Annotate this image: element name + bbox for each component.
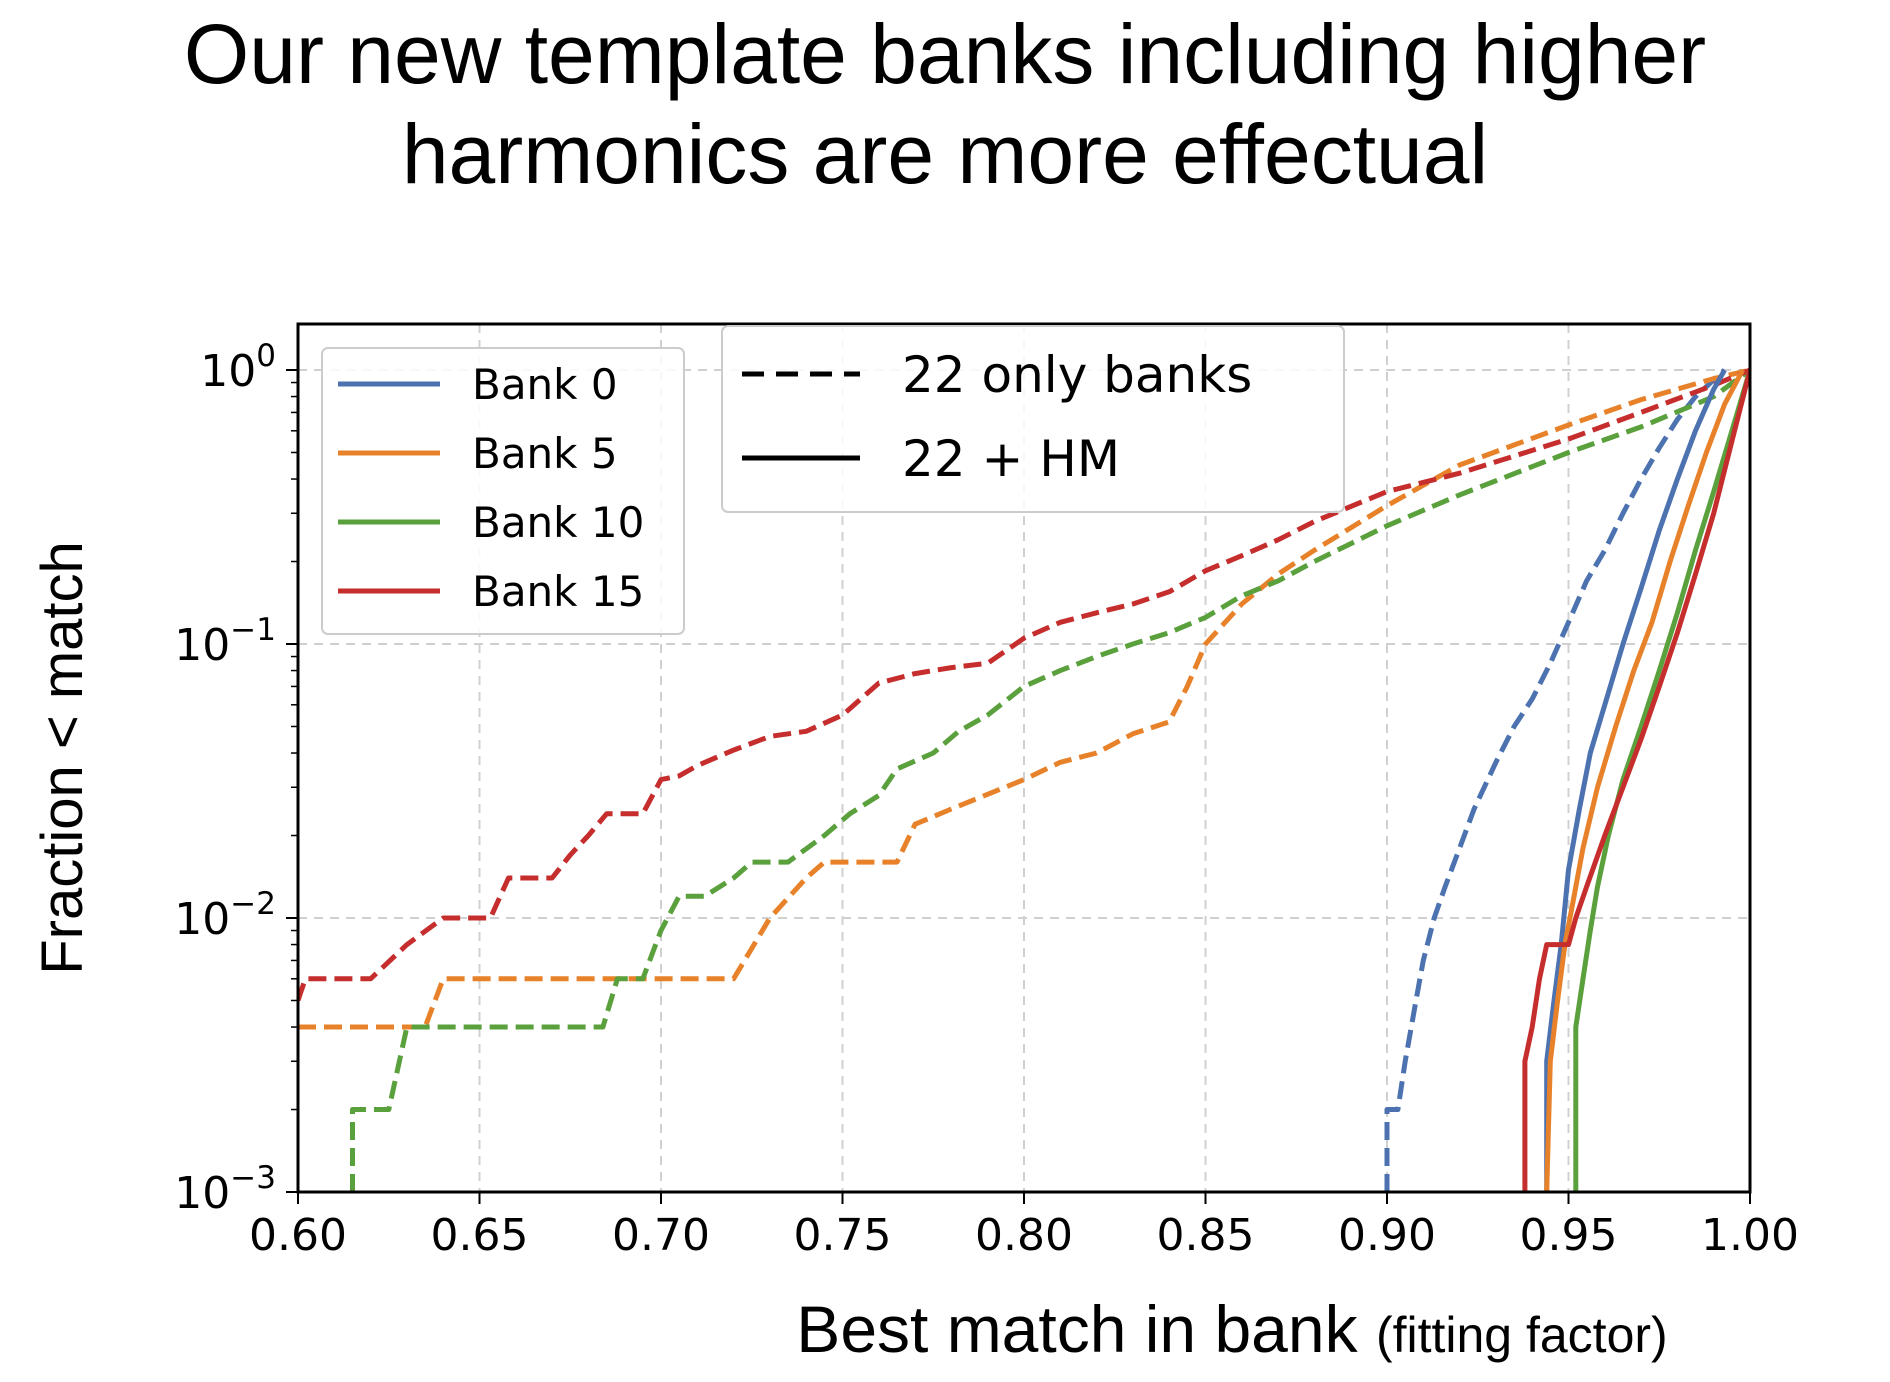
x-tick-label: 0.75: [794, 1210, 892, 1261]
style-legend-label: 22 + HM: [902, 430, 1120, 488]
series-bank-15-solid: [1522, 369, 1750, 1192]
x-tick-label: 0.95: [1520, 1210, 1618, 1261]
y-tick-label: 100: [200, 338, 276, 397]
x-axis: 0.60 0.65 0.70 0.75 0.80 0.85 0.90 0.95 1.00: [249, 1192, 1799, 1261]
slide-title-line-1: Our new template banks including higher: [183, 7, 1707, 101]
y-axis: 100 10−1 10−2 10−3: [174, 338, 298, 1219]
x-tick-label: 1.00: [1701, 1210, 1799, 1261]
x-tick-label: 0.70: [612, 1210, 710, 1261]
slide-title-line-2: harmonics are more effectual: [401, 107, 1489, 201]
x-tick-label: 0.65: [431, 1210, 529, 1261]
series-bank-15-dashed: [298, 367, 1750, 1002]
series-bank-10-solid: [1573, 369, 1750, 1192]
series-bank-5-dashed: [298, 367, 1750, 1030]
color-legend-label: Bank 15: [472, 567, 644, 616]
x-axis-label-suffix: (fitting factor): [1376, 1307, 1668, 1363]
series-layer: [298, 367, 1750, 1192]
series-bank-10-dashed: [350, 367, 1750, 1192]
color-legend-label: Bank 10: [472, 498, 644, 547]
color-legend: Bank 0 Bank 5 Bank 10 Bank 15: [321, 347, 685, 635]
style-legend-box: [721, 325, 1345, 513]
series-bank-5-solid: [1544, 368, 1745, 1192]
style-legend: 22 only banks 22 + HM: [721, 325, 1345, 513]
x-axis-label: Best match in bank (fitting factor): [796, 1292, 1667, 1366]
y-tick-label: 10−1: [174, 612, 276, 671]
series-bank-0-dashed: [1384, 368, 1727, 1192]
slide-title: Our new template banks including higher …: [0, 0, 1890, 240]
style-legend-label: 22 only banks: [902, 346, 1252, 404]
x-axis-label-main: Best match in bank: [796, 1292, 1358, 1366]
color-legend-label: Bank 0: [472, 360, 618, 409]
x-tick-label: 0.80: [975, 1210, 1073, 1261]
y-axis-label: Fraction < match: [30, 541, 95, 975]
x-tick-label: 0.85: [1157, 1210, 1255, 1261]
x-tick-label: 0.60: [249, 1210, 347, 1261]
x-tick-label: 0.90: [1338, 1210, 1436, 1261]
y-tick-label: 10−2: [174, 886, 276, 945]
color-legend-label: Bank 5: [472, 429, 618, 478]
color-legend-box: [321, 347, 685, 635]
series-bank-0-solid: [1544, 368, 1727, 1192]
y-tick-label: 10−3: [174, 1160, 276, 1219]
